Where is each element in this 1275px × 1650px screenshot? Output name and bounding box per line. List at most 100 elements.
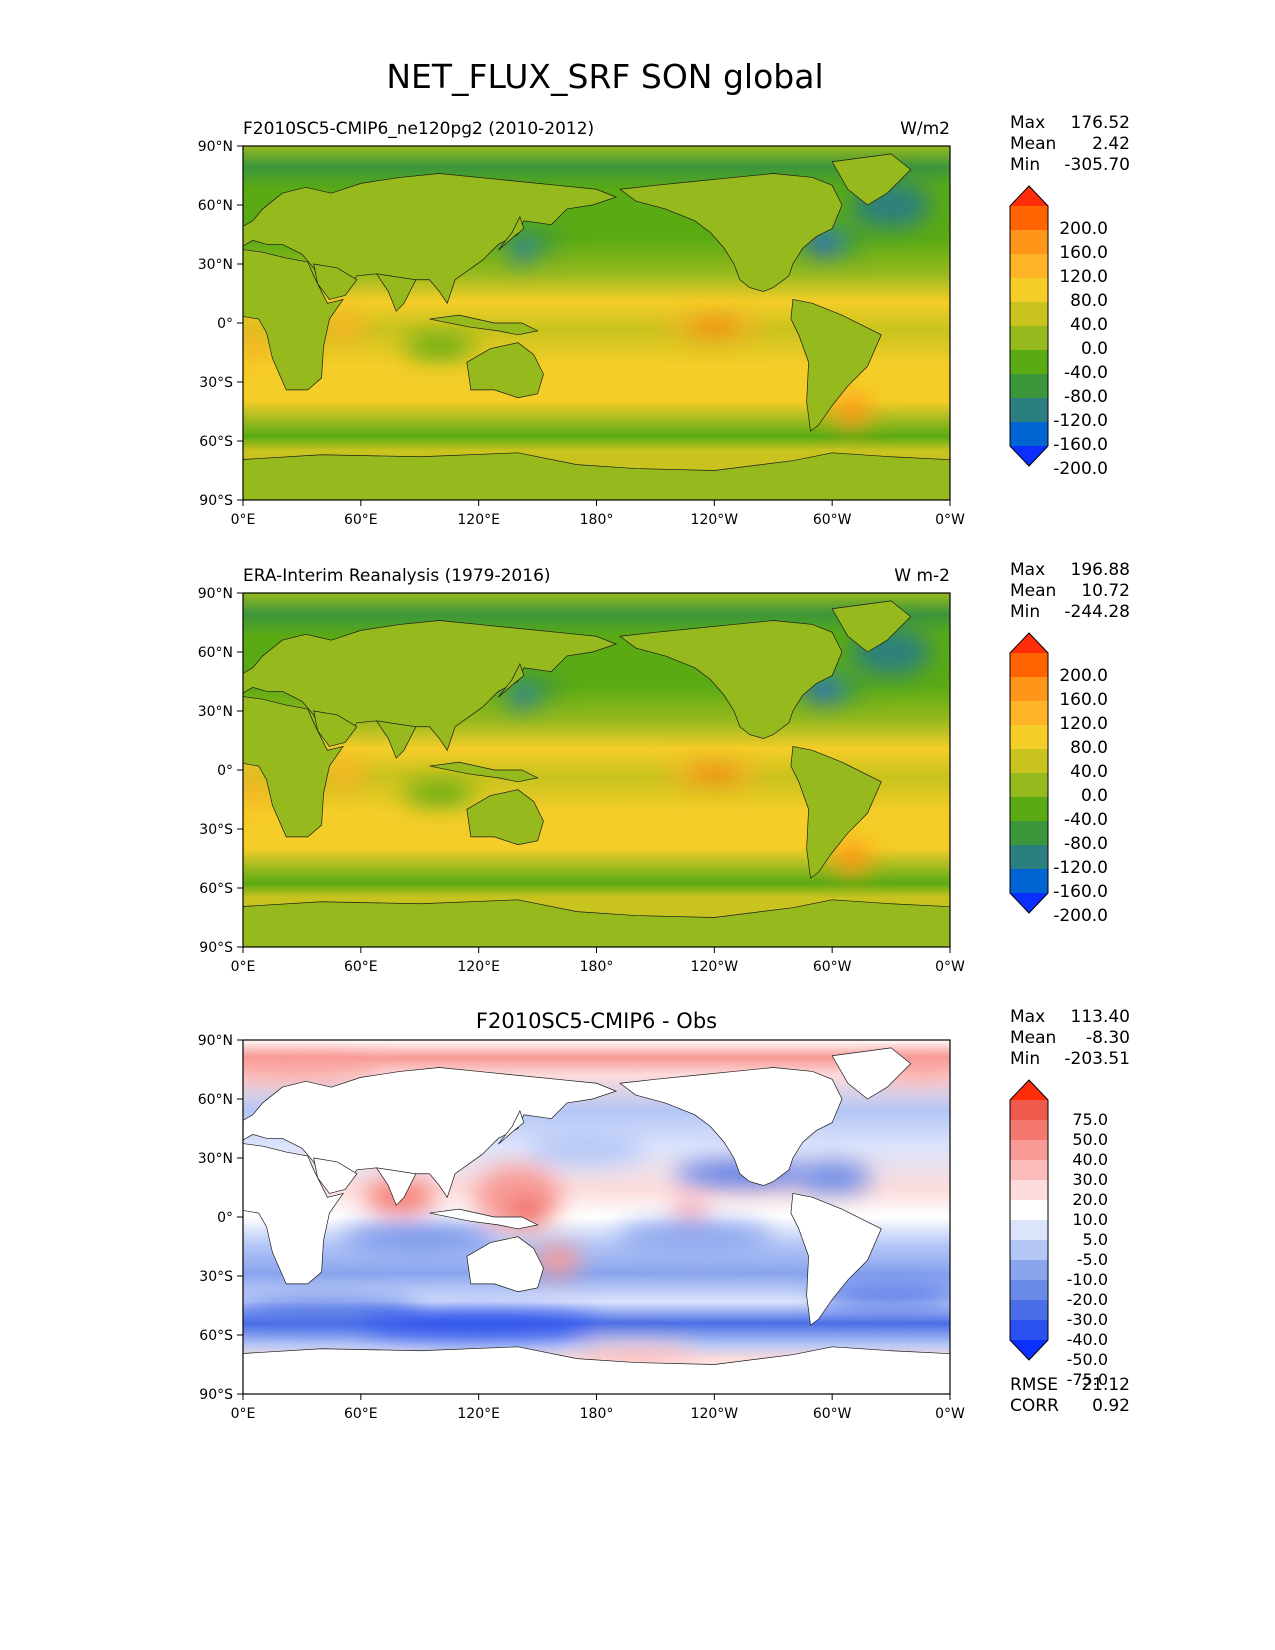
colorbar-level-label: -160.0 [1053, 435, 1108, 455]
stat-label: Mean [1010, 134, 1056, 154]
extra-stat-value: 21.12 [1081, 1375, 1130, 1395]
colorbar-test: 200.0 160.0 120.0 80.0 40.0 0.0 -40.0 -80.0 -120… [1009, 185, 1108, 479]
lat-tick-label: 90°S [199, 940, 233, 956]
colorbar-segment [1010, 1280, 1048, 1301]
colorbar-level-label: -80.0 [1064, 387, 1108, 407]
lon-tick-label: 60°E [344, 959, 378, 975]
lon-tick-label: 0°W [935, 512, 965, 528]
lat-tick-label: 60°N [198, 645, 233, 661]
lat-tick-label: 30°N [198, 1151, 233, 1167]
map-ref [243, 593, 950, 947]
colorbar-segment [1010, 350, 1048, 375]
stat-label: Max [1010, 1007, 1045, 1027]
colorbar-segment [1010, 1300, 1048, 1321]
colorbar-level-label: -75.0 [1067, 1370, 1108, 1389]
lat-tick-label: 0° [217, 1210, 233, 1226]
colorbar-segment [1010, 1200, 1048, 1221]
colorbar-extend-min [1010, 1340, 1048, 1360]
colorbar-level-label: 0.0 [1081, 339, 1108, 359]
colorbar-segment [1010, 278, 1048, 303]
colorbar-level-label: 80.0 [1070, 738, 1108, 758]
colorbar-level-label: 30.0 [1072, 1170, 1108, 1189]
colorbar-level-label: 160.0 [1059, 243, 1108, 263]
colorbar-level-label: -40.0 [1064, 363, 1108, 383]
lon-tick-label: 0°E [231, 959, 256, 975]
colorbar-level-label: 200.0 [1059, 219, 1108, 239]
panels: 90°N 60°N 30°N 0° 30°S 60°S 90°S 0°E 60°E 120°E 18… [198, 113, 1130, 1422]
lat-tick-label: 30°N [198, 704, 233, 720]
colorbar-segment [1010, 845, 1048, 870]
colorbar-diff: 75.050.040.030.020.010.05.0-5.0-10.0-20.… [1009, 1079, 1108, 1389]
lat-tick-label: 60°N [198, 198, 233, 214]
colorbar-extend-max [1010, 633, 1048, 653]
map-diff [243, 1040, 950, 1394]
colorbar-segment [1010, 398, 1048, 423]
colorbar-segment [1010, 1320, 1048, 1341]
lon-tick-label: 0°W [935, 1406, 965, 1422]
colorbar-level-label: 10.0 [1072, 1210, 1108, 1229]
colorbar-level-label: -200.0 [1053, 459, 1108, 479]
colorbar-level-label: 40.0 [1072, 1150, 1108, 1169]
colorbar-level-label: 160.0 [1059, 690, 1108, 710]
lon-tick-label: 60°W [813, 512, 852, 528]
colorbar-level-label: 0.0 [1081, 786, 1108, 806]
figure-title: NET_FLUX_SRF SON global [386, 57, 823, 96]
colorbar-level-label: 120.0 [1059, 267, 1108, 287]
colorbar-segment [1010, 1160, 1048, 1181]
lat-tick-label: 0° [217, 763, 233, 779]
colorbar-level-label: 75.0 [1072, 1110, 1108, 1129]
colorbar-level-label: 120.0 [1059, 714, 1108, 734]
colorbar-segment [1010, 422, 1048, 447]
lon-tick-label: 0°E [231, 1406, 256, 1422]
lat-tick-label: 30°S [199, 375, 233, 391]
colorbar-level-label: -80.0 [1064, 834, 1108, 854]
stat-label: Max [1010, 560, 1045, 580]
colorbar-level-label: -120.0 [1053, 858, 1108, 878]
lon-tick-label: 120°E [457, 959, 500, 975]
colorbar-level-label: -160.0 [1053, 882, 1108, 902]
lat-tick-label: 60°N [198, 1092, 233, 1108]
colorbar-segment [1010, 1140, 1048, 1161]
stat-value: -305.70 [1064, 155, 1130, 175]
colorbar-level-label: -40.0 [1067, 1330, 1108, 1349]
panel-diff: 90°N 60°N 30°N 0° 30°S 60°S 90°S 0°E 60°E 120°E 18… [198, 1007, 1130, 1422]
lat-tick-label: 90°N [198, 1033, 233, 1049]
colorbar-segment [1010, 1180, 1048, 1201]
colorbar-segment [1010, 1220, 1048, 1241]
panel-center-title: F2010SC5-CMIP6 - Obs [476, 1009, 717, 1033]
colorbar-segment [1010, 677, 1048, 702]
panel-ref: 90°N 60°N 30°N 0° 30°S 60°S 90°S 0°E 60°E 120°E 18… [198, 560, 1130, 975]
stat-label: Min [1010, 1049, 1040, 1069]
stat-label: Min [1010, 602, 1040, 622]
lon-tick-label: 60°E [344, 512, 378, 528]
lon-tick-label: 0°E [231, 512, 256, 528]
lon-tick-label: 180° [580, 1406, 614, 1422]
lon-tick-label: 120°E [457, 1406, 500, 1422]
lon-tick-label: 120°W [691, 959, 739, 975]
panel-test: 90°N 60°N 30°N 0° 30°S 60°S 90°S 0°E 60°E 120°E 18… [198, 113, 1130, 528]
colorbar-level-label: -20.0 [1067, 1290, 1108, 1309]
lon-tick-label: 60°W [813, 1406, 852, 1422]
stat-value: 2.42 [1092, 134, 1130, 154]
colorbar-extend-min [1010, 446, 1048, 466]
stat-label: Mean [1010, 581, 1056, 601]
colorbar-segment [1010, 773, 1048, 798]
stat-value: 176.52 [1071, 113, 1130, 133]
colorbar-ref: 200.0 160.0 120.0 80.0 40.0 0.0 -40.0 -80.0 -120… [1009, 632, 1108, 926]
lon-tick-label: 120°W [691, 1406, 739, 1422]
colorbar-level-label: 80.0 [1070, 291, 1108, 311]
lat-tick-label: 90°N [198, 139, 233, 155]
stat-label: Min [1010, 155, 1040, 175]
colorbar-segment [1010, 797, 1048, 822]
lon-tick-label: 120°W [691, 512, 739, 528]
colorbar-level-label: -40.0 [1064, 810, 1108, 830]
colorbar-segment [1010, 206, 1048, 231]
stat-value: 196.88 [1071, 560, 1130, 580]
lon-tick-label: 120°E [457, 512, 500, 528]
colorbar-extend-max [1010, 186, 1048, 206]
lat-tick-label: 30°S [199, 822, 233, 838]
colorbar-level-label: -120.0 [1053, 411, 1108, 431]
colorbar-segment [1010, 701, 1048, 726]
colorbar-level-label: 5.0 [1083, 1230, 1108, 1249]
